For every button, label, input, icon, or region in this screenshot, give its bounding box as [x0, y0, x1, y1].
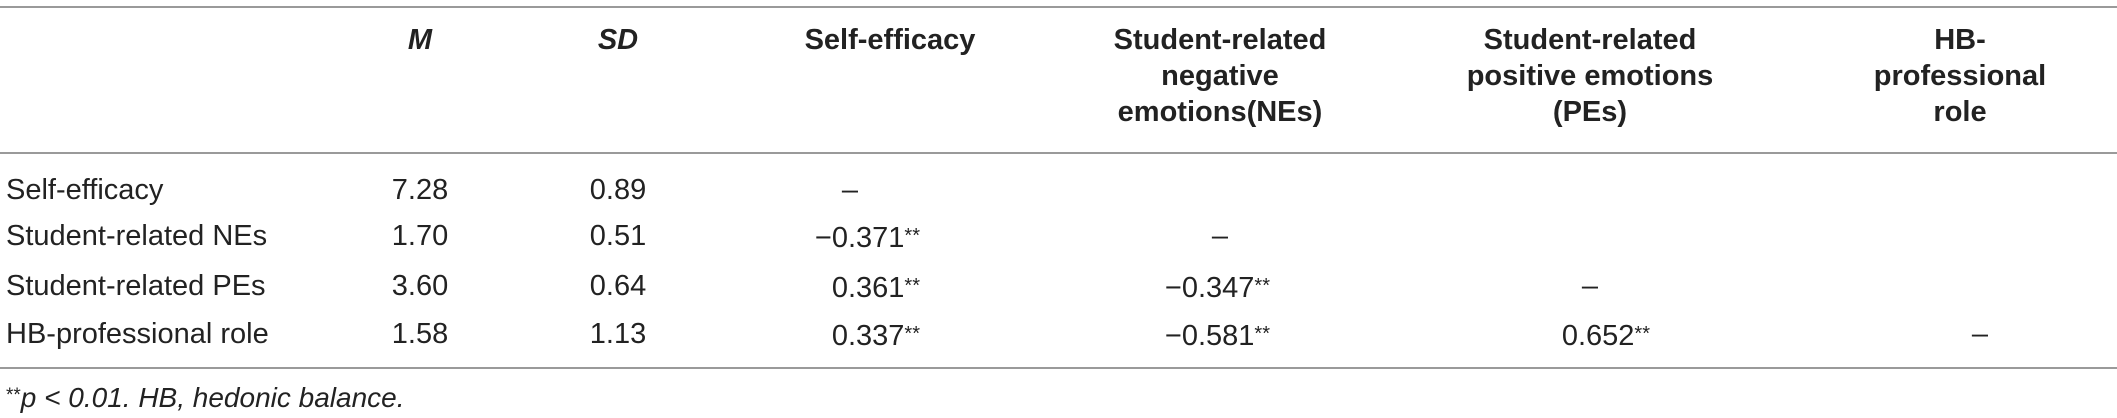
header-hb-line-3: role: [1933, 96, 1987, 128]
sd-value: 1.13: [589, 318, 647, 350]
negative-emotions-value: −0.347**: [1060, 264, 1270, 310]
negative-emotions-value: −0.581**: [1060, 312, 1270, 358]
positive-emotions-value: 0.652**: [1440, 312, 1650, 358]
correlation-value: 0.337: [831, 320, 905, 352]
self-efficacy-value: –: [841, 174, 859, 206]
sd-value: 0.64: [589, 270, 647, 302]
header-nes-line-1: Student-related: [1113, 24, 1327, 56]
mean-value: 7.28: [391, 174, 449, 206]
header-sd: SD: [597, 24, 639, 56]
header-positive-emotions: Student-related positive emotions (PEs): [1440, 22, 1740, 130]
negative-emotions-value: –: [1211, 220, 1229, 252]
sd-value: 0.51: [589, 220, 647, 252]
table-row: Student-related NEs 1.70 0.51 −0.371** –: [0, 214, 2117, 258]
significance-stars: **: [904, 275, 920, 297]
header-rule: [0, 152, 2117, 154]
correlation-value: 0.652: [1561, 320, 1635, 352]
hb-professional-role-value: –: [1971, 318, 1989, 350]
significance-stars: **: [1254, 275, 1270, 297]
mean-value: 1.58: [391, 318, 449, 350]
self-efficacy-value: −0.371**: [700, 214, 920, 260]
sd-value: 0.89: [589, 174, 647, 206]
header-m: M: [407, 24, 433, 56]
significance-stars: **: [1254, 323, 1270, 345]
footnote-text: p < 0.01. HB, hedonic balance.: [20, 382, 405, 413]
significance-stars: **: [904, 323, 920, 345]
table-row: Student-related PEs 3.60 0.64 0.361** −0…: [0, 264, 2117, 308]
correlation-value: −0.581: [1164, 320, 1255, 352]
header-pes-line-2: positive emotions: [1466, 60, 1714, 92]
correlation-value: −0.347: [1164, 272, 1255, 304]
header-hb-line-1: HB-: [1934, 24, 1986, 56]
mean-value: 3.60: [391, 270, 449, 302]
row-label: HB-professional role: [6, 318, 269, 350]
significance-stars: **: [1634, 323, 1650, 345]
significance-stars: **: [904, 225, 920, 247]
correlation-value: −0.371: [814, 222, 905, 254]
table-footnote: **p < 0.01. HB, hedonic balance.: [6, 376, 405, 418]
header-nes-line-2: negative: [1161, 60, 1279, 92]
row-label: Student-related NEs: [6, 220, 268, 252]
positive-emotions-value: –: [1581, 270, 1599, 302]
mean-value: 1.70: [391, 220, 449, 252]
header-hb-line-2: professional: [1873, 60, 2047, 92]
correlation-value: 0.361: [831, 272, 905, 304]
self-efficacy-value: 0.361**: [700, 264, 920, 310]
footnote-stars: **: [6, 385, 21, 406]
header-pes-line-1: Student-related: [1483, 24, 1697, 56]
self-efficacy-value: 0.337**: [700, 312, 920, 358]
row-label: Student-related PEs: [6, 270, 266, 302]
header-hb-professional-role: HB- professional role: [1840, 22, 2080, 130]
table-row: HB-professional role 1.58 1.13 0.337** −…: [0, 312, 2117, 356]
header-nes-line-3: emotions(NEs): [1117, 96, 1323, 128]
table-row: Self-efficacy 7.28 0.89 –: [0, 168, 2117, 212]
header-pes-line-3: (PEs): [1552, 96, 1628, 128]
top-rule: [0, 6, 2117, 8]
row-label: Self-efficacy: [6, 174, 164, 206]
header-negative-emotions: Student-related negative emotions(NEs): [1080, 22, 1360, 130]
header-self-efficacy: Self-efficacy: [804, 24, 976, 56]
bottom-rule: [0, 367, 2117, 369]
